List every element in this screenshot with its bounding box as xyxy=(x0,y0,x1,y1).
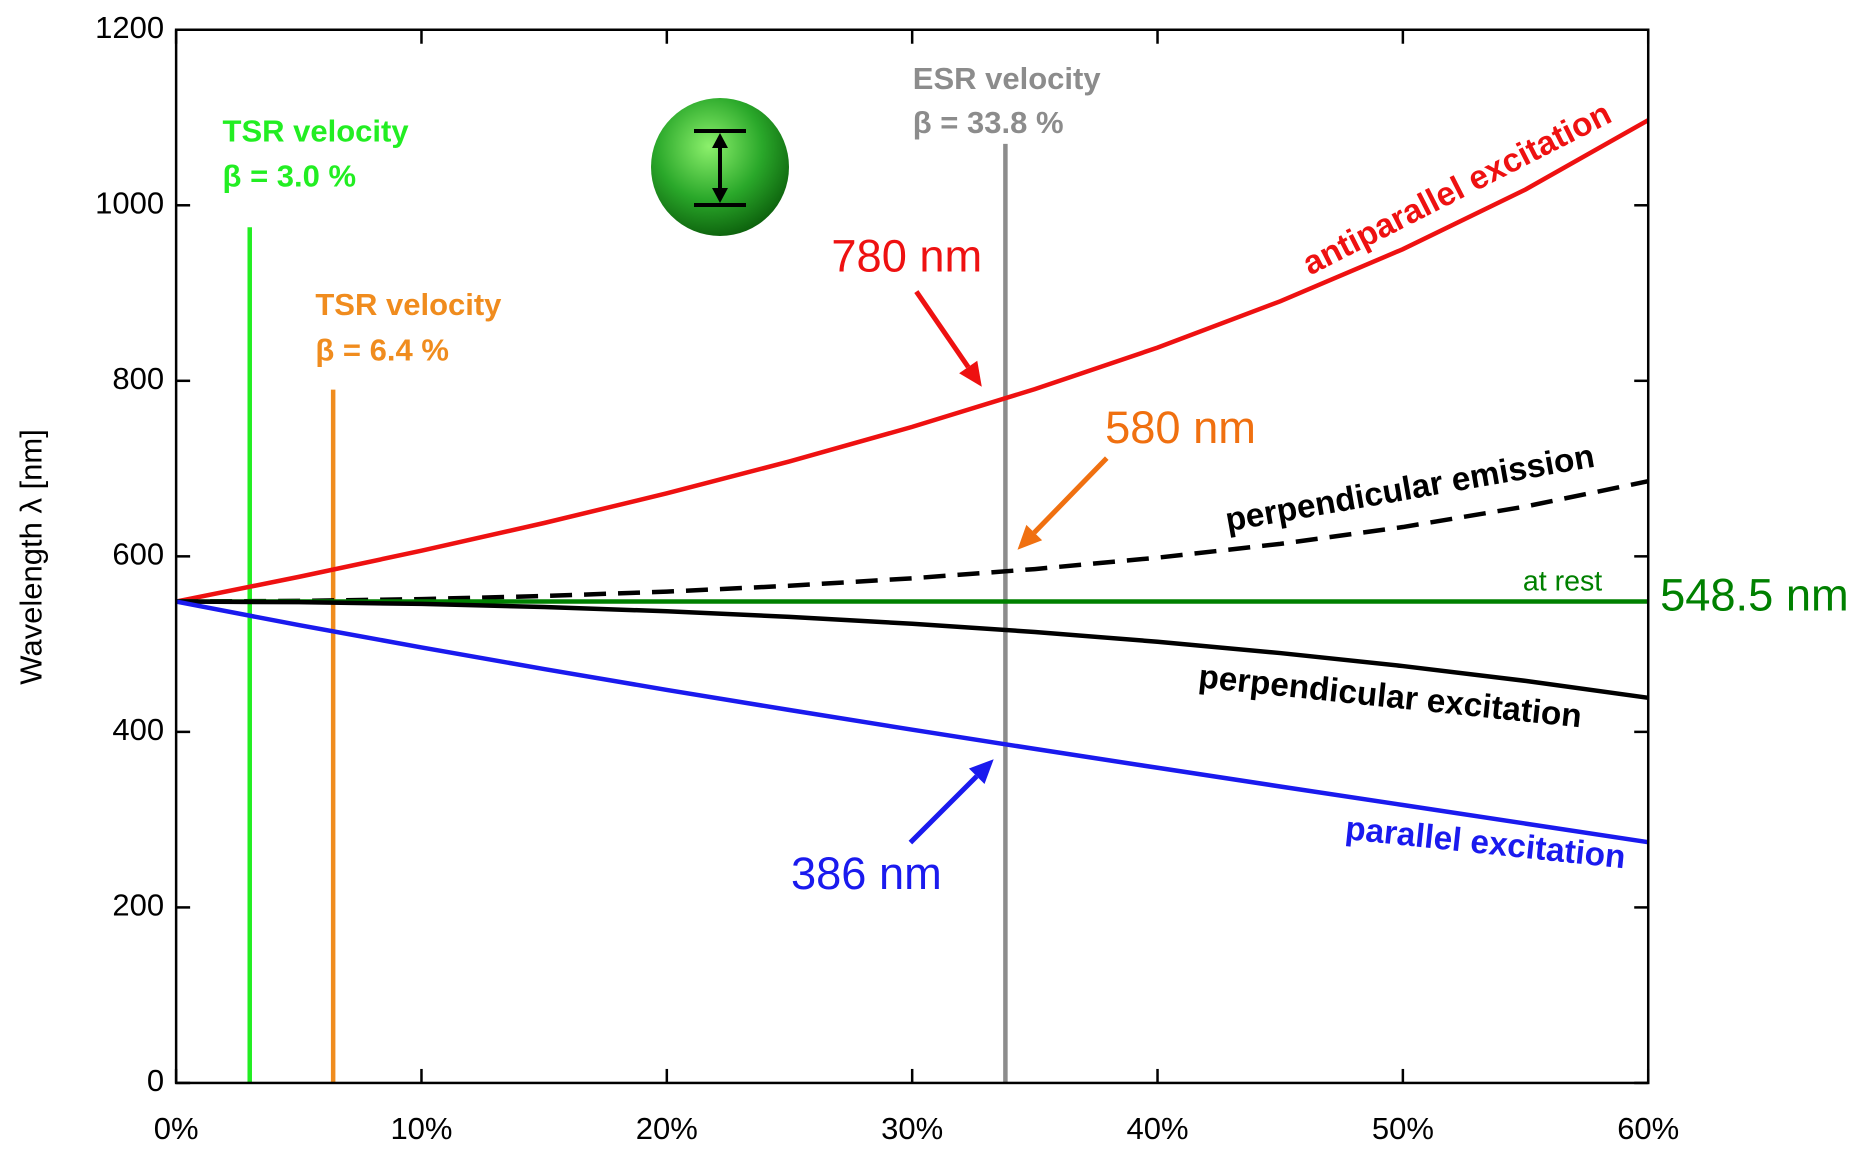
chart: 0 200 400 600 800 1000 1200 0% 10% 20% 30% 40% 50% 60… xyxy=(0,0,1866,1152)
series-label: perpendicular excitation xyxy=(1197,658,1584,735)
x-tick-label: 50% xyxy=(1372,1111,1434,1146)
series-label: at rest xyxy=(1523,566,1602,598)
velocity-label: TSR velocity xyxy=(315,287,502,322)
y-tick-label: 1200 xyxy=(95,10,164,45)
y-tick-label: 600 xyxy=(112,537,164,572)
annotation: 386 nm xyxy=(791,848,942,899)
x-tick-label: 0% xyxy=(154,1111,199,1146)
x-tick-label: 40% xyxy=(1126,1111,1188,1146)
y-tick-label: 400 xyxy=(112,712,164,747)
series-label: antiparallel excitation xyxy=(1297,95,1617,283)
y-tick-label: 0 xyxy=(147,1063,164,1098)
y-axis-label: Wavelength λ [nm] xyxy=(14,429,49,685)
annotation: 780 nm xyxy=(831,230,982,281)
velocity-label: TSR velocity xyxy=(223,113,410,148)
y-tick-label: 800 xyxy=(112,361,164,396)
y-tick-label: 200 xyxy=(112,888,164,923)
velocity-beta: β = 33.8 % xyxy=(913,105,1064,140)
velocity-beta: β = 3.0 % xyxy=(223,159,357,194)
series-line xyxy=(176,602,1648,843)
annotation-arrow xyxy=(1034,458,1107,532)
annotation-arrow xyxy=(916,292,968,367)
x-tick-label: 10% xyxy=(390,1111,452,1146)
x-tick-label: 30% xyxy=(881,1111,943,1146)
y-tick-label: 1000 xyxy=(95,185,164,220)
particle-icon xyxy=(651,98,789,236)
x-tick-label: 60% xyxy=(1617,1111,1679,1146)
annotation: 548.5 nm xyxy=(1660,570,1849,621)
annotation-arrowhead xyxy=(959,361,982,387)
velocity-label: ESR velocity xyxy=(913,61,1102,96)
annotation: 580 nm xyxy=(1105,402,1256,453)
x-tick-label: 20% xyxy=(636,1111,698,1146)
velocity-beta: β = 6.4 % xyxy=(315,332,449,367)
page: {"chart_data": { "type": "line", "y_labe… xyxy=(0,0,1866,1152)
series-label: parallel excitation xyxy=(1343,810,1627,876)
annotation-arrow xyxy=(910,776,976,842)
